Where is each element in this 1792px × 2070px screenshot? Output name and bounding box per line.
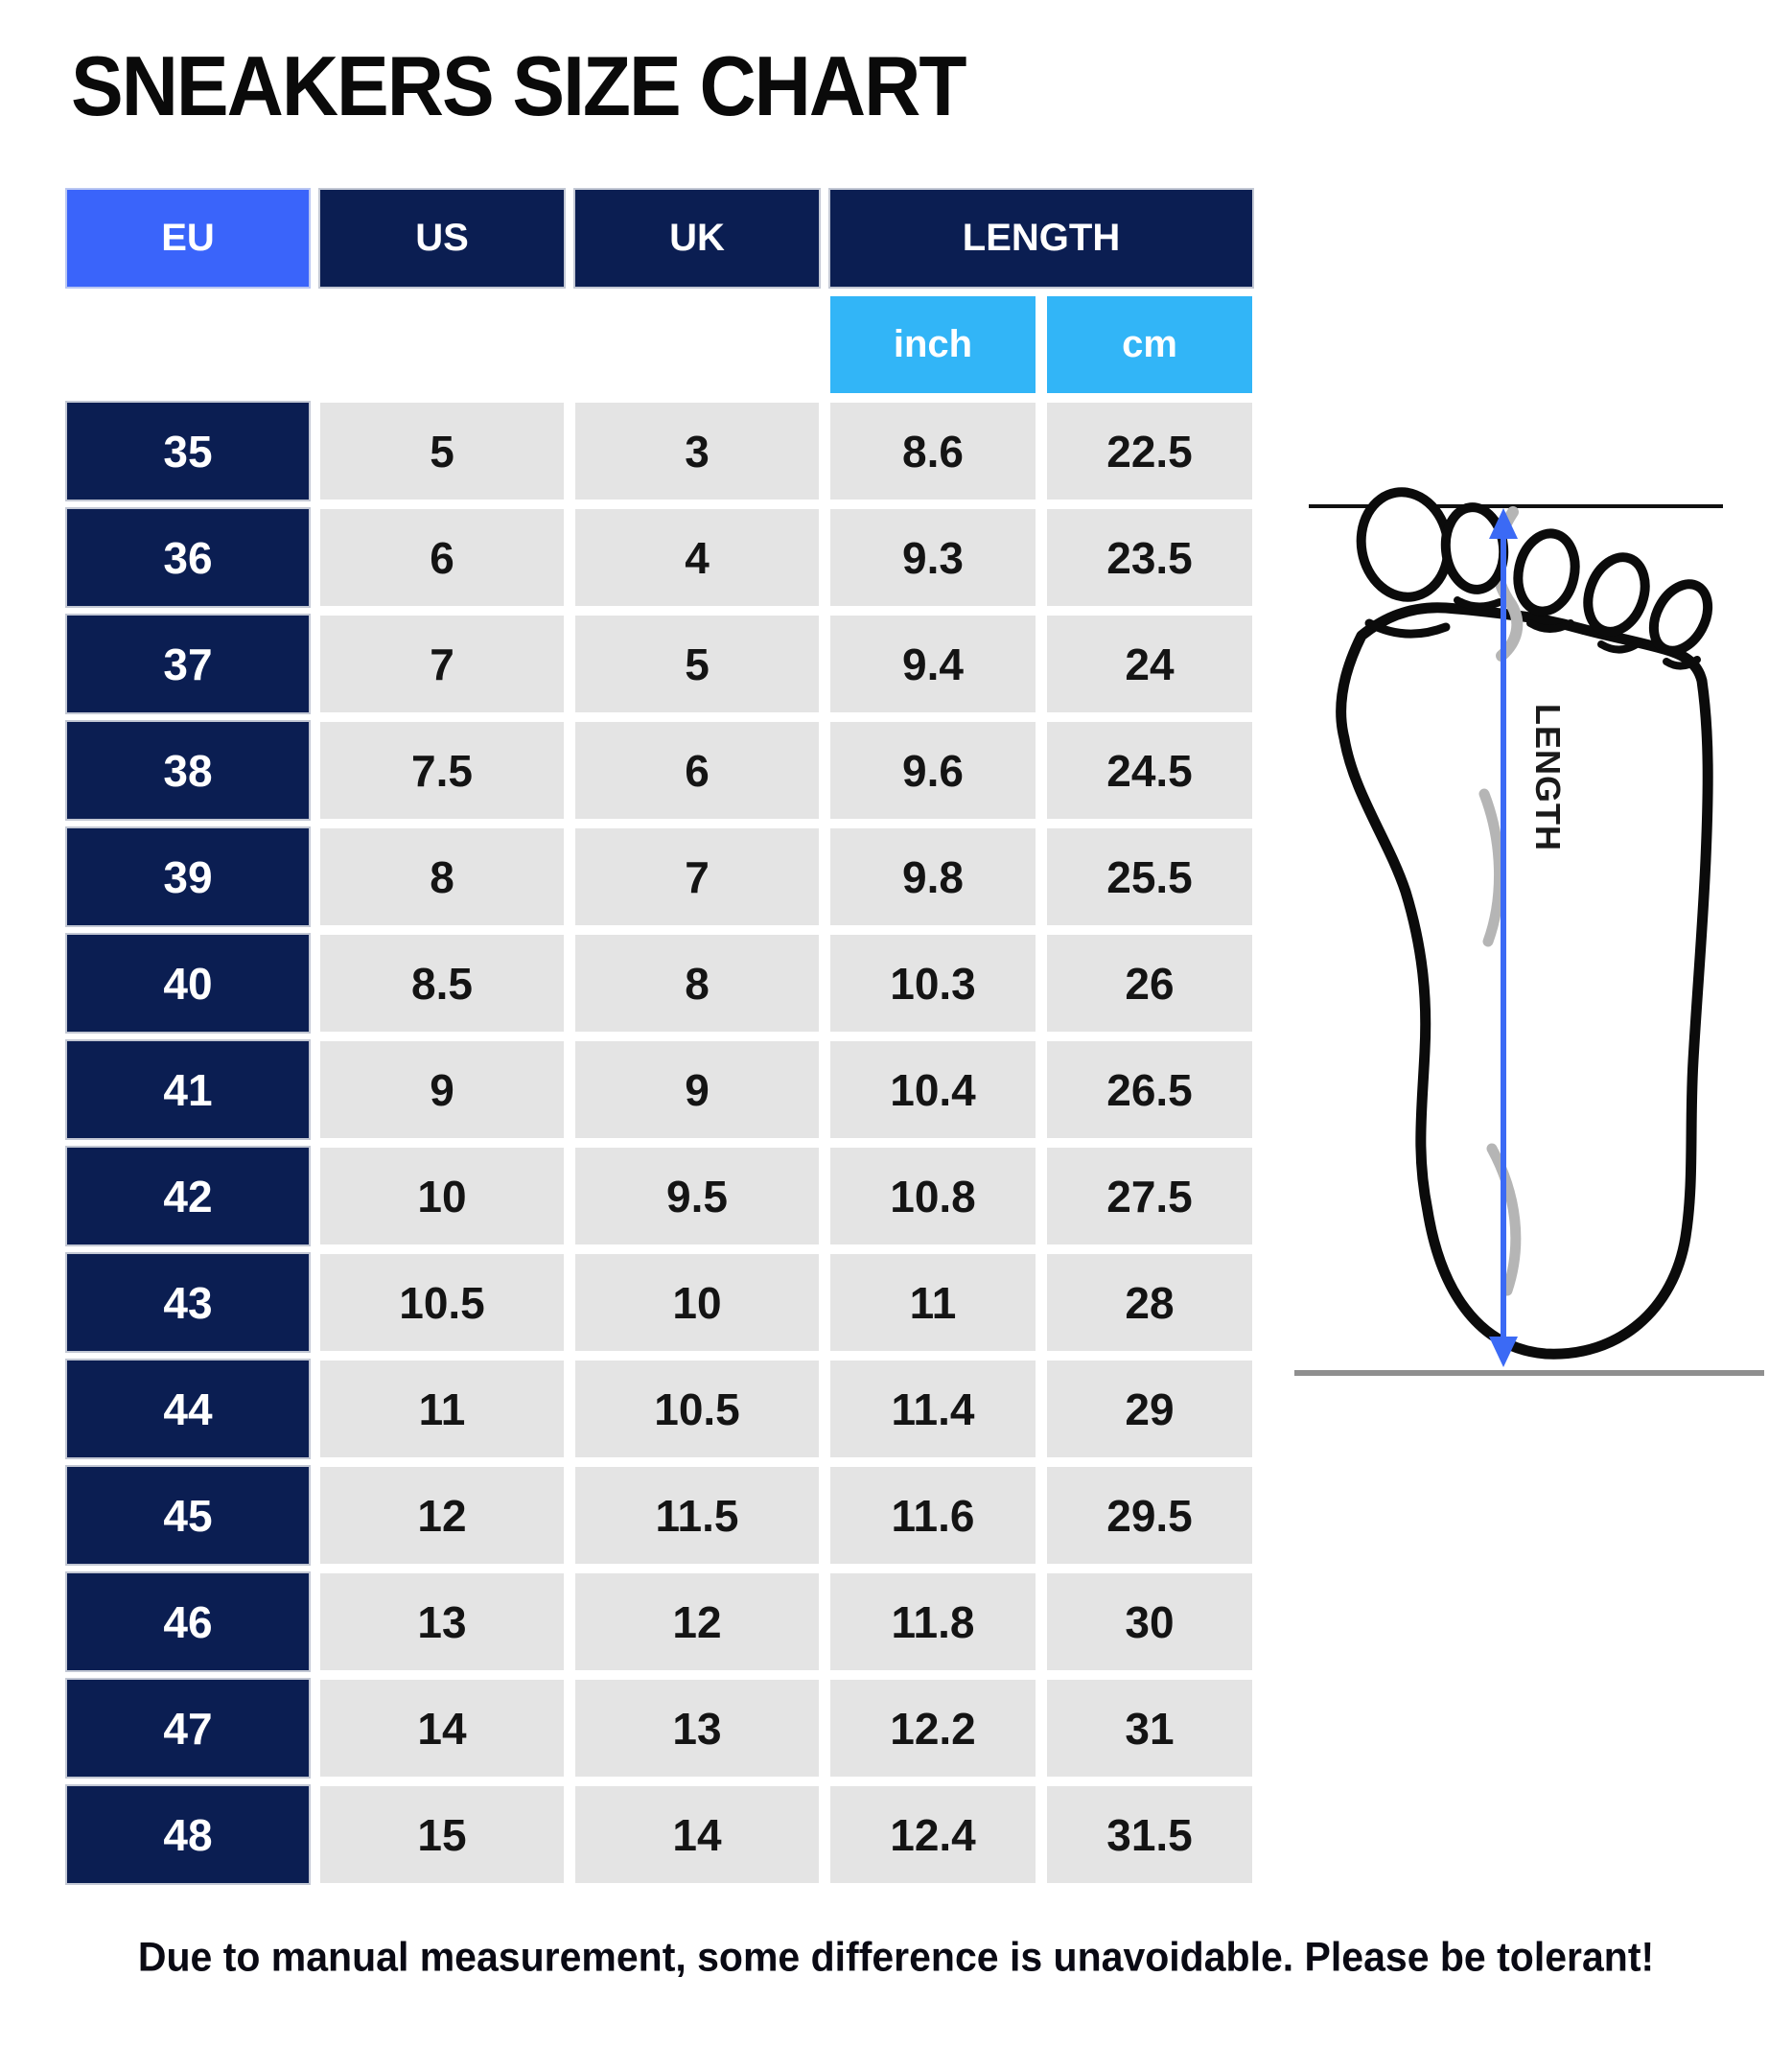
column-header-length: LENGTH bbox=[830, 190, 1252, 287]
row-us-cell: 7.5 bbox=[320, 722, 564, 819]
gray-accent-heel bbox=[1486, 1143, 1522, 1296]
row-uk-cell: 10 bbox=[575, 1254, 819, 1351]
little-toe bbox=[1648, 579, 1713, 656]
third-toe-crease bbox=[1526, 619, 1574, 633]
row-us-cell: 9 bbox=[320, 1041, 564, 1138]
row-us-cell: 5 bbox=[320, 403, 564, 500]
row-uk-cell: 10.5 bbox=[575, 1361, 819, 1457]
row-cm-cell: 28 bbox=[1047, 1254, 1252, 1351]
row-cm-cell: 31 bbox=[1047, 1680, 1252, 1777]
row-eu-cell: 45 bbox=[67, 1467, 309, 1564]
row-uk-cell: 14 bbox=[575, 1786, 819, 1883]
row-uk-cell: 13 bbox=[575, 1680, 819, 1777]
row-cm-cell: 29 bbox=[1047, 1361, 1252, 1457]
row-eu-cell: 39 bbox=[67, 828, 309, 925]
row-us-cell: 12 bbox=[320, 1467, 564, 1564]
column-header-eu: EU bbox=[67, 190, 309, 287]
fourth-toe-crease bbox=[1597, 639, 1643, 654]
row-cm-cell: 29.5 bbox=[1047, 1467, 1252, 1564]
row-us-cell: 10 bbox=[320, 1148, 564, 1244]
row-inch-cell: 10.4 bbox=[830, 1041, 1036, 1138]
row-cm-cell: 23.5 bbox=[1047, 509, 1252, 606]
row-inch-cell: 9.3 bbox=[830, 509, 1036, 606]
row-cm-cell: 22.5 bbox=[1047, 403, 1252, 500]
row-inch-cell: 12.2 bbox=[830, 1680, 1036, 1777]
row-inch-cell: 9.8 bbox=[830, 828, 1036, 925]
row-uk-cell: 7 bbox=[575, 828, 819, 925]
fourth-toe bbox=[1583, 552, 1650, 637]
row-us-cell: 13 bbox=[320, 1573, 564, 1670]
row-eu-cell: 41 bbox=[67, 1041, 309, 1138]
third-toe bbox=[1513, 528, 1580, 616]
row-inch-cell: 11.6 bbox=[830, 1467, 1036, 1564]
row-cm-cell: 27.5 bbox=[1047, 1148, 1252, 1244]
row-uk-cell: 4 bbox=[575, 509, 819, 606]
length-arrow-head-top bbox=[1489, 508, 1518, 539]
row-uk-cell: 6 bbox=[575, 722, 819, 819]
little-toe-crease bbox=[1663, 656, 1701, 670]
length-arrow-label: LENGTH bbox=[1528, 704, 1568, 851]
row-inch-cell: 8.6 bbox=[830, 403, 1036, 500]
row-eu-cell: 37 bbox=[67, 616, 309, 712]
second-toe bbox=[1440, 502, 1509, 594]
row-uk-cell: 11.5 bbox=[575, 1467, 819, 1564]
size-table: EU US UK LENGTH inch cm 35 5 3 8.6 22.5 36 6 4 9… bbox=[67, 190, 1252, 1883]
page-title: SNEAKERS SIZE CHART bbox=[71, 39, 966, 134]
second-toe-crease bbox=[1454, 596, 1503, 611]
header-spacer bbox=[67, 296, 819, 393]
row-eu-cell: 47 bbox=[67, 1680, 309, 1777]
row-eu-cell: 44 bbox=[67, 1361, 309, 1457]
row-cm-cell: 26 bbox=[1047, 935, 1252, 1032]
row-uk-cell: 5 bbox=[575, 616, 819, 712]
column-header-us: US bbox=[320, 190, 564, 287]
row-inch-cell: 11 bbox=[830, 1254, 1036, 1351]
row-eu-cell: 48 bbox=[67, 1786, 309, 1883]
row-cm-cell: 26.5 bbox=[1047, 1041, 1252, 1138]
row-us-cell: 11 bbox=[320, 1361, 564, 1457]
row-inch-cell: 12.4 bbox=[830, 1786, 1036, 1883]
row-cm-cell: 31.5 bbox=[1047, 1786, 1252, 1883]
row-uk-cell: 12 bbox=[575, 1573, 819, 1670]
gray-accent-arch bbox=[1478, 788, 1505, 947]
column-header-cm: cm bbox=[1047, 296, 1252, 393]
foot-outline-illustration: LENGTH bbox=[1294, 487, 1764, 1376]
row-us-cell: 15 bbox=[320, 1786, 564, 1883]
row-cm-cell: 30 bbox=[1047, 1573, 1252, 1670]
row-us-cell: 7 bbox=[320, 616, 564, 712]
row-inch-cell: 9.4 bbox=[830, 616, 1036, 712]
column-header-inch: inch bbox=[830, 296, 1036, 393]
row-uk-cell: 9 bbox=[575, 1041, 819, 1138]
footer-note: Due to manual measurement, some differen… bbox=[137, 1933, 1655, 1981]
row-inch-cell: 10.8 bbox=[830, 1148, 1036, 1244]
row-uk-cell: 9.5 bbox=[575, 1148, 819, 1244]
row-eu-cell: 43 bbox=[67, 1254, 309, 1351]
row-cm-cell: 25.5 bbox=[1047, 828, 1252, 925]
length-arrow-head-bottom bbox=[1489, 1337, 1518, 1367]
row-eu-cell: 35 bbox=[67, 403, 309, 500]
row-inch-cell: 9.6 bbox=[830, 722, 1036, 819]
row-us-cell: 6 bbox=[320, 509, 564, 606]
row-inch-cell: 10.3 bbox=[830, 935, 1036, 1032]
row-us-cell: 10.5 bbox=[320, 1254, 564, 1351]
big-toe bbox=[1356, 487, 1454, 602]
foot-sole-outline bbox=[1336, 602, 1713, 1360]
row-eu-cell: 40 bbox=[67, 935, 309, 1032]
row-inch-cell: 11.4 bbox=[830, 1361, 1036, 1457]
row-uk-cell: 8 bbox=[575, 935, 819, 1032]
row-eu-cell: 38 bbox=[67, 722, 309, 819]
column-header-uk: UK bbox=[575, 190, 819, 287]
row-eu-cell: 42 bbox=[67, 1148, 309, 1244]
row-cm-cell: 24 bbox=[1047, 616, 1252, 712]
big-toe-crease bbox=[1364, 618, 1451, 639]
row-us-cell: 14 bbox=[320, 1680, 564, 1777]
row-us-cell: 8.5 bbox=[320, 935, 564, 1032]
row-uk-cell: 3 bbox=[575, 403, 819, 500]
row-eu-cell: 46 bbox=[67, 1573, 309, 1670]
row-eu-cell: 36 bbox=[67, 509, 309, 606]
row-inch-cell: 11.8 bbox=[830, 1573, 1036, 1670]
row-us-cell: 8 bbox=[320, 828, 564, 925]
row-cm-cell: 24.5 bbox=[1047, 722, 1252, 819]
foot-measurement-diagram: LENGTH bbox=[1294, 477, 1766, 1387]
